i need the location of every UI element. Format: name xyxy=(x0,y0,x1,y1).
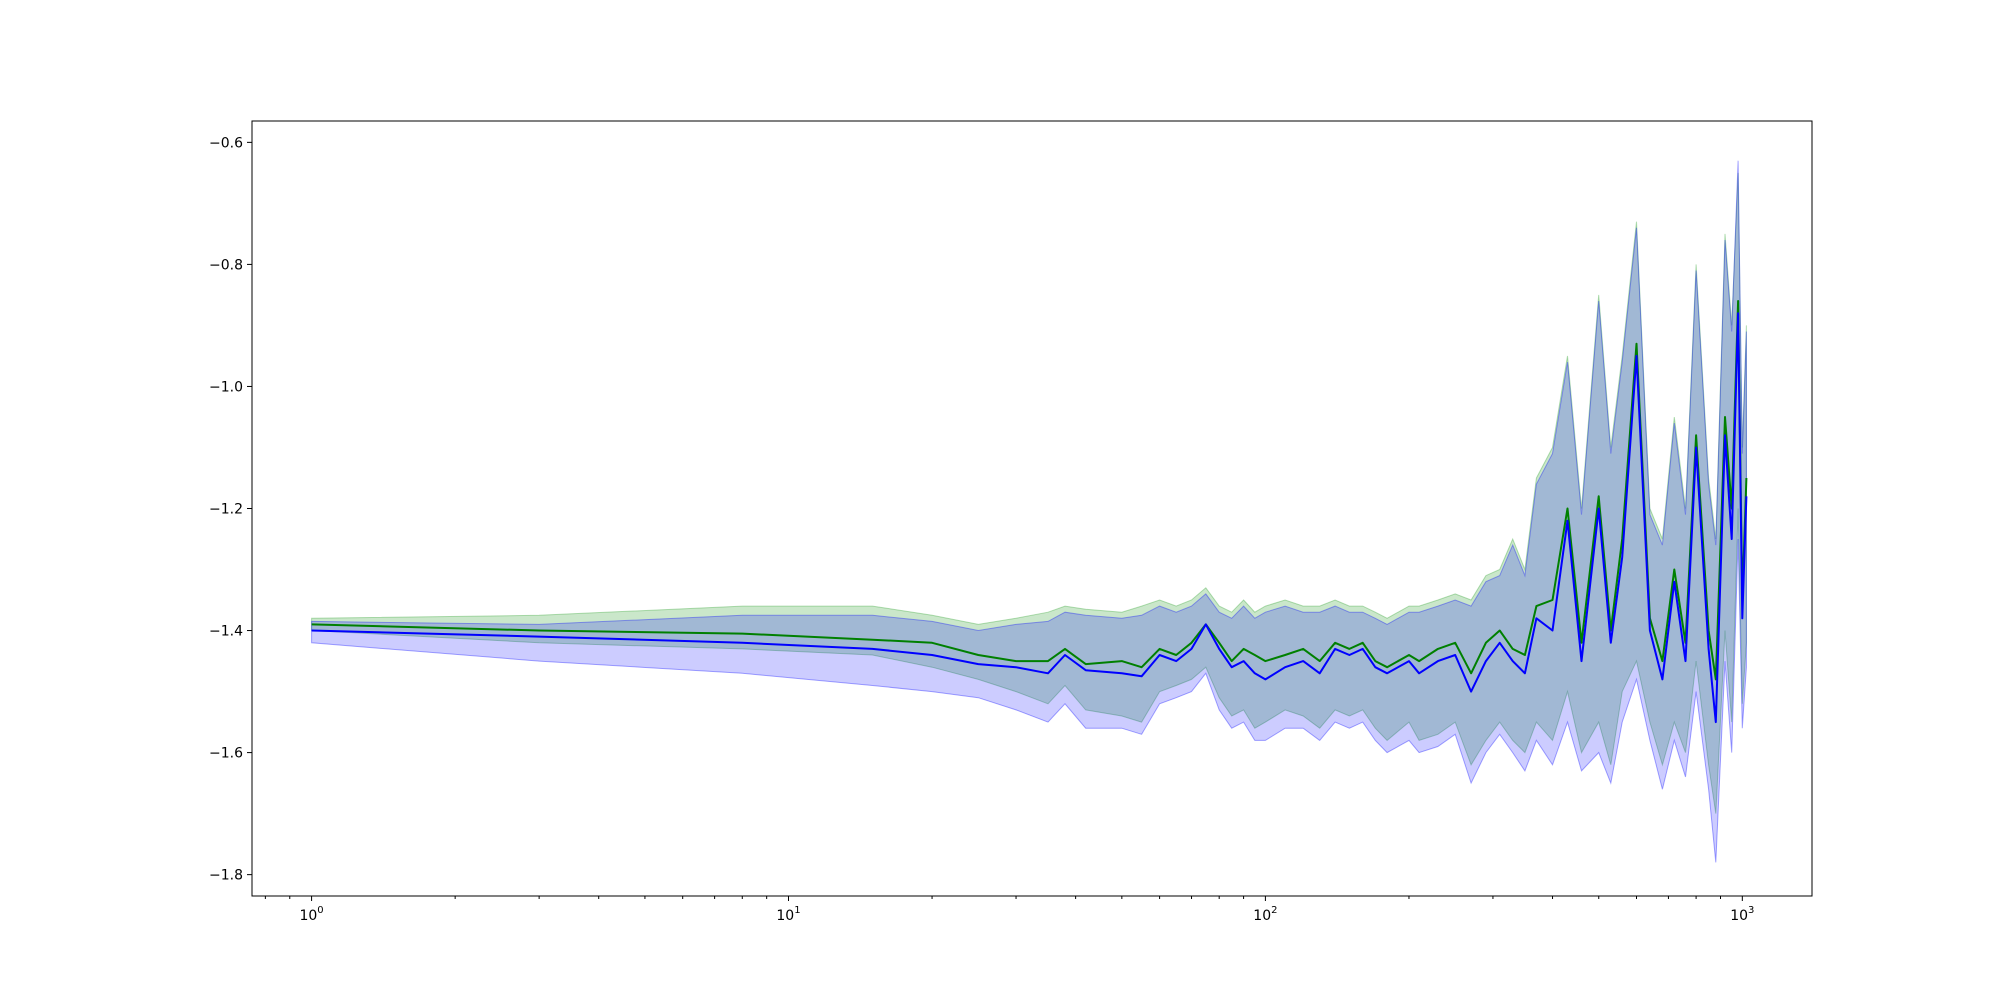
series-1-band xyxy=(311,172,1747,814)
series-1-line xyxy=(311,300,1748,681)
y-tick-label: −1.8 xyxy=(209,868,243,884)
x-tick-label: 101 xyxy=(776,905,800,924)
y-axis: −1.8 −1.6 −1.4 −1.2 −1.0 −0.8 −0.6 xyxy=(209,135,252,884)
x-tick-label: 100 xyxy=(299,905,323,924)
series-2-line xyxy=(311,312,1748,724)
y-tick-label: −1.2 xyxy=(209,502,243,518)
confidence-bands xyxy=(311,160,1747,863)
x-axis: 100 101 102 103 xyxy=(264,896,1754,924)
y-tick-label: −1.0 xyxy=(209,379,243,395)
y-tick-label: −1.4 xyxy=(209,624,243,640)
series-lines xyxy=(311,300,1748,724)
series-2-band xyxy=(311,160,1747,863)
y-tick-label: −0.8 xyxy=(209,257,243,273)
x-tick-label: 103 xyxy=(1730,905,1754,924)
y-tick-label: −0.6 xyxy=(209,135,243,151)
x-tick-label: 102 xyxy=(1253,905,1277,924)
y-tick-label: −1.6 xyxy=(209,746,243,762)
